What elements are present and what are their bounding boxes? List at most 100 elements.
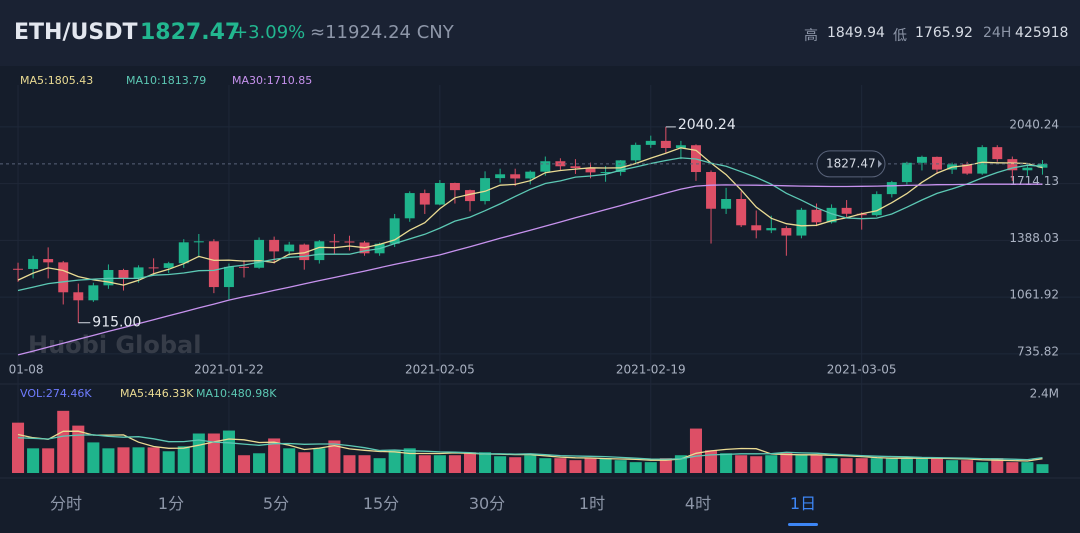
candle-body	[856, 213, 867, 216]
volume-bar	[207, 433, 220, 473]
volume-bar	[343, 455, 356, 473]
candle-body	[510, 174, 521, 179]
volume-bar	[569, 460, 582, 473]
last-price-label: 1827.47	[826, 156, 876, 170]
volume-bar	[87, 442, 100, 473]
volume-bar	[720, 453, 733, 473]
volume-bar	[644, 462, 657, 473]
tab[interactable]: 1日	[763, 490, 843, 526]
volume-bar	[946, 460, 959, 473]
volume-bar	[584, 458, 597, 473]
vol: 425918	[1015, 25, 1069, 41]
candle-body	[796, 209, 807, 236]
volume-bar	[689, 428, 702, 473]
volume-bar	[57, 410, 70, 473]
candle-body	[103, 270, 114, 286]
candle-body	[43, 259, 54, 263]
y-tick-label: 735.82	[1017, 344, 1059, 358]
volume-bar	[795, 455, 808, 473]
y-tick-label: 1388.03	[1009, 231, 1059, 245]
volume-bar	[268, 438, 281, 473]
candle-body	[525, 171, 536, 179]
tab[interactable]: 30分	[468, 494, 506, 513]
volume-bar	[283, 448, 296, 473]
last-price: 1827.47	[140, 20, 241, 45]
candle-body	[585, 168, 596, 173]
volume-bar	[403, 448, 416, 473]
volume-bar	[222, 430, 235, 473]
volume-bar	[433, 455, 446, 473]
candle-body	[223, 266, 234, 288]
candle-body	[389, 218, 400, 244]
tab[interactable]: 1时	[578, 494, 606, 513]
candle-body	[163, 263, 174, 268]
volume-bar	[930, 458, 944, 473]
ma-line	[17, 157, 1043, 292]
max-label: 2040.24	[678, 117, 736, 133]
volume-bar	[1036, 464, 1049, 473]
candle-body	[736, 198, 747, 226]
candle-body	[344, 241, 355, 243]
candle-body	[239, 266, 249, 268]
volume-bar	[735, 455, 748, 473]
volume-bar	[177, 446, 190, 473]
tab[interactable]: 4时	[684, 494, 712, 513]
candle-body	[570, 166, 581, 169]
x-tick-label: 2021-02-05	[405, 363, 475, 377]
volume-bar	[705, 450, 718, 473]
candle-body	[419, 193, 430, 205]
candle-body	[88, 285, 99, 301]
legend-entry: MA5:446.33K	[120, 387, 194, 400]
tab[interactable]: 15分	[362, 494, 400, 513]
volume-bar	[765, 455, 778, 473]
volume-bar	[72, 425, 85, 473]
volume-bar	[810, 455, 823, 473]
ma-line	[17, 430, 1043, 462]
volume-bar	[961, 460, 974, 473]
candle-body	[811, 209, 822, 223]
y-tick-label: 2.4M	[1030, 387, 1059, 401]
volume-bar	[524, 455, 537, 473]
candle-body	[28, 259, 39, 269]
candle-body	[254, 239, 265, 268]
candle-body	[600, 172, 611, 174]
volume-bar	[539, 458, 552, 473]
candle-body	[465, 190, 475, 202]
candle-body	[133, 267, 144, 279]
candle-body	[118, 270, 129, 279]
candle-body	[540, 161, 551, 172]
y-tick-label: 2040.24	[1009, 117, 1059, 131]
high-label: 高	[804, 28, 818, 44]
volume-bar	[1021, 462, 1034, 473]
volume-bar	[780, 452, 793, 473]
volume-bar	[825, 458, 838, 473]
volume-bar	[855, 458, 868, 473]
tab[interactable]: 分时	[49, 494, 82, 513]
volume-bar	[750, 456, 763, 473]
candle-body	[992, 147, 1003, 160]
candle-body	[901, 162, 912, 183]
candle-body	[495, 174, 506, 179]
candle-body	[781, 228, 792, 236]
tab[interactable]: 1分	[157, 494, 185, 513]
candle-body	[58, 262, 69, 293]
x-tick-label: 01-08	[9, 363, 44, 377]
candle-body	[269, 239, 280, 252]
legend-entry: MA30:1710.85	[232, 74, 312, 87]
candle-body	[193, 241, 204, 243]
candle-body	[434, 182, 445, 205]
candle-body	[208, 241, 219, 288]
volume-bar	[976, 462, 989, 473]
candle-body	[916, 156, 927, 163]
ma-line	[17, 434, 1043, 461]
ma-line	[17, 147, 1043, 286]
candle-body	[766, 228, 777, 231]
legend-entry: MA5:1805.43	[20, 74, 93, 87]
candle-body	[645, 140, 656, 145]
x-tick-label: 2021-02-19	[616, 363, 686, 377]
pair: ETH/USDT	[14, 20, 138, 45]
vol-label: 24H	[983, 25, 1012, 41]
volume-bar	[1006, 462, 1019, 473]
candle-body	[751, 225, 762, 231]
tab[interactable]: 5分	[262, 494, 290, 513]
